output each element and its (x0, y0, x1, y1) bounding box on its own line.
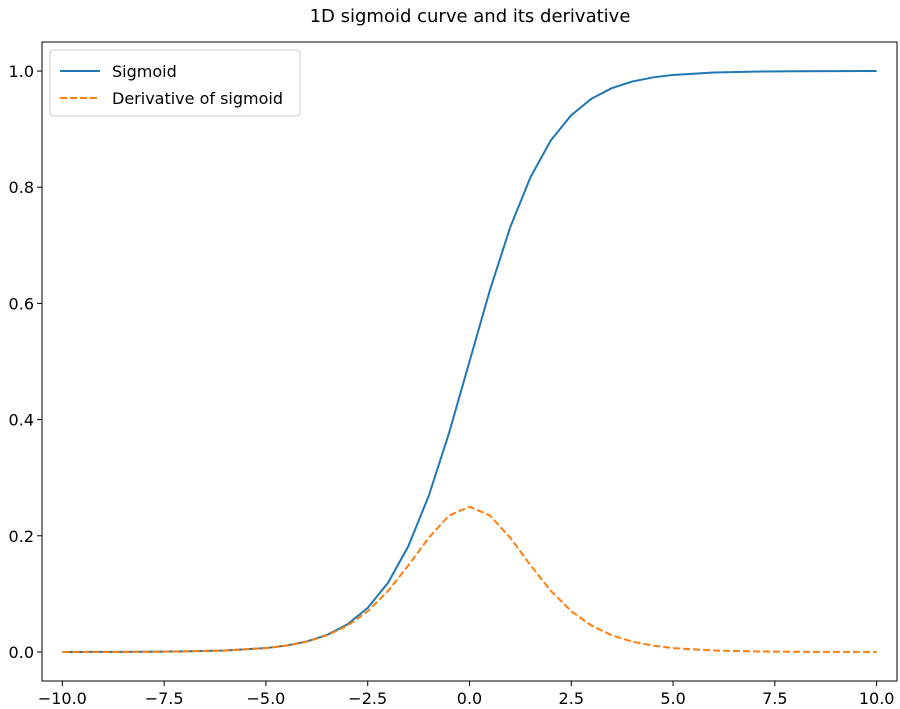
x-tick-label: 5.0 (660, 689, 685, 708)
legend-box (49, 49, 301, 117)
y-tick-label: 0.4 (9, 411, 34, 430)
y-tick-label: 0.2 (9, 527, 34, 546)
ticks-layer: −10.0 −7.5 −5.0 −2.5 0.0 2.5 5.0 7.5 10.0 0.0 0.2 0… (9, 62, 895, 708)
x-tick-label: 10.0 (859, 689, 895, 708)
series-layer (62, 70, 877, 653)
y-tick-label: 0.6 (9, 294, 34, 313)
x-tick-label: −2.5 (348, 689, 387, 708)
x-tick-label: 0.0 (457, 689, 482, 708)
legend-label: Sigmoid (112, 62, 177, 81)
x-tick-label: −5.0 (246, 689, 285, 708)
legend-label: Derivative of sigmoid (112, 89, 283, 108)
y-tick-label: 0.0 (9, 643, 34, 662)
x-tick-label: 2.5 (559, 689, 584, 708)
x-tick-label: −10.0 (38, 689, 87, 708)
chart-title: 1D sigmoid curve and its derivative (310, 6, 631, 27)
x-tick-label: −7.5 (145, 689, 184, 708)
plot-frame (41, 41, 898, 682)
x-tick-label: 7.5 (762, 689, 787, 708)
derivative-line (62, 505, 877, 653)
y-tick-label: 0.8 (9, 178, 34, 197)
legend: Sigmoid Derivative of sigmoid (49, 49, 301, 117)
y-tick-label: 1.0 (9, 62, 34, 81)
